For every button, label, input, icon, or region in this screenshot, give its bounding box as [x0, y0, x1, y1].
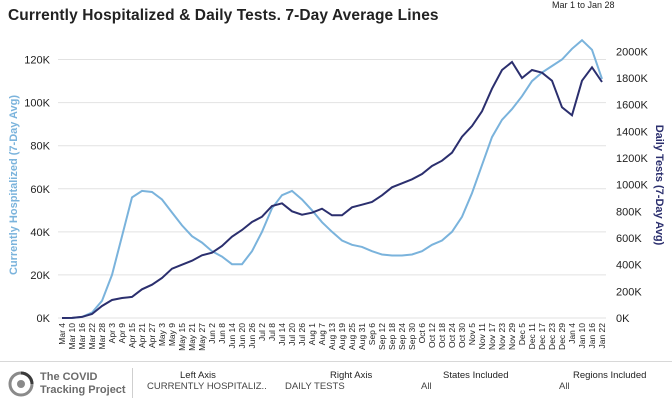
date-range: Mar 1 to Jan 28: [552, 0, 615, 10]
right-tick-label: 600K: [616, 233, 642, 245]
right-tick-label: 0K: [616, 313, 630, 325]
left-tick-label: 80K: [30, 141, 50, 153]
right-tick-label: 800K: [616, 206, 642, 218]
x-tick-label: Jul 8: [267, 323, 277, 341]
x-tick-label: Oct 30: [457, 323, 467, 348]
states-included-value: All: [421, 381, 432, 392]
x-tick-label: May 9: [167, 323, 177, 346]
x-tick-label: Sep 24: [397, 323, 407, 350]
chart-title: Currently Hospitalized & Daily Tests. 7-…: [8, 7, 439, 24]
daily-tests-line: [61, 60, 603, 319]
x-tick-label: Jan 10: [577, 323, 587, 349]
x-tick-label: Nov 29: [507, 323, 517, 350]
right-tick-label: 1800K: [616, 73, 648, 85]
x-tick-label: Oct 24: [447, 323, 457, 348]
x-tick-label: Jul 2: [257, 323, 267, 341]
regions-included-value: All: [559, 381, 570, 392]
right-axis-title: Daily Tests (7-Day Avg): [653, 125, 665, 246]
x-tick-label: Apr 21: [137, 323, 147, 348]
right-tick-label: 1600K: [616, 100, 648, 112]
right-tick-label: 200K: [616, 286, 642, 298]
right-axis-ticks: 0K 200K 400K 600K 800K 1000K 1200K 1400K 1600K 18…: [616, 46, 648, 325]
x-tick-label: Jun 26: [247, 323, 257, 349]
footer: The COVID Tracking Project Left Axis CUR…: [0, 361, 672, 404]
x-tick-label: Jul 20: [287, 323, 297, 346]
x-tick-label: Nov 17: [487, 323, 497, 350]
x-tick-label: Apr 9: [117, 323, 127, 344]
left-axis-label: Left Axis: [180, 370, 216, 381]
x-tick-label: Aug 13: [327, 323, 337, 350]
left-axis-ticks: 0K 20K 40K 60K 80K 100K 120K: [24, 55, 50, 325]
x-tick-label: Aug 19: [337, 323, 347, 350]
x-tick-label: Sep 30: [407, 323, 417, 350]
x-tick-label: Sep 12: [377, 323, 387, 350]
x-tick-label: Nov 23: [497, 323, 507, 350]
hospitalized-line: [62, 38, 603, 319]
states-included-label: States Included: [443, 370, 509, 381]
right-tick-label: 1200K: [616, 153, 648, 165]
left-axis-value: CURRENTLY HOSPITALIZ..: [147, 381, 267, 392]
x-tick-label: Mar 10: [67, 323, 77, 350]
left-tick-label: 100K: [24, 98, 50, 110]
covid-tracking-logo-icon: [8, 371, 34, 397]
x-tick-label: Dec 17: [537, 323, 547, 350]
x-tick-label: Apr 27: [147, 323, 157, 348]
x-tick-label: May 3: [157, 323, 167, 346]
x-tick-label: May 21: [187, 323, 197, 351]
x-tick-label: May 27: [197, 323, 207, 351]
x-tick-label: Aug 1: [307, 323, 317, 345]
x-tick-label: Jun 14: [227, 323, 237, 349]
left-tick-label: 20K: [30, 270, 50, 282]
right-axis-value: DAILY TESTS: [285, 381, 345, 392]
logo-text: The COVID Tracking Project: [40, 371, 126, 397]
x-tick-label: Dec 23: [547, 323, 557, 350]
regions-included-label: Regions Included: [573, 370, 647, 381]
x-tick-label: Mar 16: [77, 323, 87, 350]
x-tick-label: Jan 22: [597, 323, 607, 349]
right-tick-label: 1400K: [616, 126, 648, 138]
x-tick-label: Sep 18: [387, 323, 397, 350]
x-tick-label: Jul 26: [297, 323, 307, 346]
x-tick-label: Dec 29: [557, 323, 567, 350]
x-tick-label: Aug 7: [317, 323, 327, 345]
x-tick-label: Jul 14: [277, 323, 287, 346]
x-tick-label: Aug 25: [347, 323, 357, 350]
x-tick-label: Jun 8: [217, 323, 227, 344]
x-tick-label: Mar 4: [57, 323, 67, 345]
right-tick-label: 2000K: [616, 46, 648, 58]
right-axis-label: Right Axis: [330, 370, 373, 381]
x-tick-label: Oct 6: [417, 323, 427, 344]
left-tick-label: 0K: [37, 313, 51, 325]
x-tick-label: Apr 3: [107, 323, 117, 344]
grid-lines: [58, 59, 606, 319]
x-tick-label: May 15: [177, 323, 187, 351]
x-tick-label: Mar 22: [87, 323, 97, 350]
x-tick-label: Apr 15: [127, 323, 137, 348]
x-tick-label: Jan 4: [567, 323, 577, 344]
x-tick-label: Aug 31: [357, 323, 367, 350]
x-tick-label: Sep 6: [367, 323, 377, 345]
left-axis-title: Currently Hospitalized (7-Day Avg): [8, 95, 20, 275]
left-tick-label: 120K: [24, 55, 50, 67]
x-tick-label: Nov 11: [477, 323, 487, 350]
x-tick-label: Nov 5: [467, 323, 477, 345]
left-tick-label: 40K: [30, 227, 50, 239]
logo-line-1: The COVID: [40, 371, 98, 383]
x-tick-label: Jun 20: [237, 323, 247, 349]
x-tick-label: Oct 18: [437, 323, 447, 348]
chart-svg: 0K 20K 40K 60K 80K 100K 120K 0K 200K 400K 600K 800…: [8, 38, 665, 351]
x-tick-label: Mar 28: [97, 323, 107, 350]
x-tick-label: Oct 12: [427, 323, 437, 348]
x-tick-label: Jan 16: [587, 323, 597, 349]
right-tick-label: 1000K: [616, 180, 648, 192]
x-tick-label: Dec 5: [517, 323, 527, 345]
logo-line-2: Tracking Project: [40, 384, 126, 396]
x-tick-label: Jun 2: [207, 323, 217, 344]
left-tick-label: 60K: [30, 184, 50, 196]
footer-divider: [132, 368, 133, 398]
right-tick-label: 400K: [616, 260, 642, 272]
x-tick-label: Dec 11: [527, 323, 537, 350]
